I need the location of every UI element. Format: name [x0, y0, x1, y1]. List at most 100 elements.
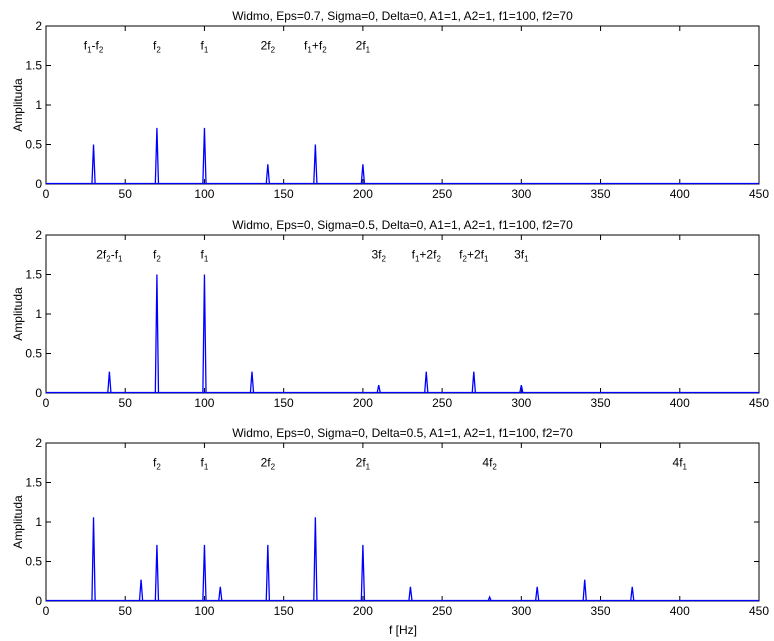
peak-annotation: 4f2 [482, 456, 497, 472]
axes-box [45, 25, 760, 185]
chart-title: Widmo, Eps=0.7, Sigma=0, Delta=0, A1=1, … [232, 9, 573, 23]
y-tick-label: 2 [35, 19, 42, 33]
peak-annotation: 3f2 [371, 248, 386, 264]
spectral-peak [249, 371, 255, 394]
peak-annotation: f1+f2 [304, 39, 327, 55]
x-tick-label: 350 [591, 187, 611, 201]
spectral-peak [218, 586, 223, 602]
peak-annotation: f1 [201, 456, 209, 472]
spectral-peak [154, 127, 160, 185]
series-1 [46, 127, 759, 185]
spectral-peak [424, 371, 429, 394]
x-tick-label: 350 [591, 604, 611, 618]
x-tick-label: 450 [749, 187, 769, 201]
y-tick-label: 0.5 [25, 347, 42, 361]
y-tick-label: 0 [35, 594, 42, 608]
peak-annotation: f2 [153, 248, 161, 264]
peak-annotation: f1 [201, 248, 209, 264]
x-tick-label: 200 [353, 604, 373, 618]
figure-xlabel: f [Hz] [389, 623, 417, 637]
spectral-peak [534, 586, 540, 602]
peak-annotation: f1 [201, 39, 209, 55]
spectral-peak [91, 517, 96, 602]
spectral-peak [582, 579, 587, 602]
peak-annotation: 2f1 [356, 39, 371, 55]
x-tick-label: 100 [194, 604, 214, 618]
series-1 [46, 517, 759, 602]
chart-title: Widmo, Eps=0, Sigma=0.5, Delta=0, A1=1, … [232, 218, 573, 232]
x-tick-label: 50 [119, 604, 133, 618]
peak-annotation: f1-f2 [84, 39, 104, 55]
spectral-peak [138, 579, 144, 602]
peak-annotation: 2f2-f1 [96, 248, 123, 264]
peak-annotation: f1+2f2 [412, 248, 442, 264]
y-tick-label: 1.5 [25, 476, 42, 490]
x-tick-label: 450 [749, 604, 769, 618]
spectral-peak [265, 164, 271, 185]
peak-annotation: 4f1 [673, 456, 688, 472]
panel-2: Widmo, Eps=0, Sigma=0.5, Delta=0, A1=1, … [11, 218, 769, 410]
spectral-peak [360, 544, 366, 602]
x-tick-label: 100 [194, 187, 214, 201]
peak-annotation: f2+2f1 [459, 248, 489, 264]
x-tick-label: 200 [353, 187, 373, 201]
x-tick-label: 300 [511, 187, 531, 201]
y-axis-label: Amplituda [11, 287, 25, 341]
y-tick-label: 1 [35, 307, 42, 321]
spectral-peak [630, 586, 635, 602]
y-tick-label: 2 [35, 436, 42, 450]
series-1 [46, 274, 759, 394]
axes-box [45, 442, 760, 602]
spectral-peak [202, 544, 207, 602]
peak-annotation: f2 [153, 39, 161, 55]
spectral-peak [154, 274, 160, 394]
peak-annotation: 3f1 [514, 248, 529, 264]
x-tick-label: 0 [43, 604, 50, 618]
spectral-peak [360, 164, 366, 185]
spectral-peak [313, 517, 318, 602]
x-tick-label: 50 [119, 187, 133, 201]
y-tick-label: 0 [35, 386, 42, 400]
x-tick-label: 450 [749, 396, 769, 410]
panel-3: Widmo, Eps=0, Sigma=0, Delta=0.5, A1=1, … [11, 426, 769, 618]
y-tick-label: 1.5 [25, 268, 42, 282]
spectral-peak [519, 384, 524, 394]
x-tick-label: 300 [511, 396, 531, 410]
x-tick-label: 0 [43, 396, 50, 410]
peak-annotation: 2f2 [261, 456, 276, 472]
x-tick-label: 150 [274, 187, 294, 201]
spectral-peak [202, 274, 207, 394]
x-tick-label: 50 [119, 396, 133, 410]
x-tick-label: 100 [194, 396, 214, 410]
x-tick-label: 250 [432, 604, 452, 618]
panel-1: Widmo, Eps=0.7, Sigma=0, Delta=0, A1=1, … [11, 9, 769, 201]
x-tick-label: 400 [670, 187, 690, 201]
peak-annotation: 2f2 [261, 39, 276, 55]
y-tick-label: 1 [35, 515, 42, 529]
x-tick-label: 250 [432, 396, 452, 410]
spectral-peak [154, 544, 160, 602]
peak-annotation: 2f1 [356, 456, 371, 472]
y-tick-label: 0.5 [25, 555, 42, 569]
spectral-peak [313, 144, 318, 185]
x-tick-label: 400 [670, 604, 690, 618]
spectral-peak [471, 371, 477, 394]
axes-box [45, 234, 760, 394]
y-tick-label: 2 [35, 228, 42, 242]
x-tick-label: 200 [353, 396, 373, 410]
spectral-peak [202, 127, 207, 185]
x-tick-label: 400 [670, 396, 690, 410]
y-axis-label: Amplituda [11, 495, 25, 549]
spectral-peak [376, 384, 381, 394]
x-tick-label: 300 [511, 604, 531, 618]
spectral-peak [91, 144, 96, 185]
x-tick-label: 350 [591, 396, 611, 410]
spectral-peak [487, 595, 492, 602]
spectral-peak [107, 371, 112, 394]
spectral-peak [408, 586, 413, 602]
x-tick-label: 250 [432, 187, 452, 201]
y-tick-label: 1 [35, 98, 42, 112]
x-tick-label: 150 [274, 396, 294, 410]
peak-annotation: f2 [153, 456, 161, 472]
